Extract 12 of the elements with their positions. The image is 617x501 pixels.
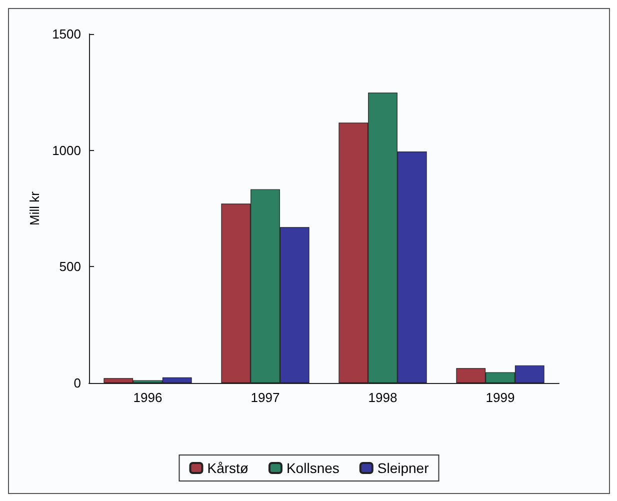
y-tick-label: 0 <box>74 376 81 390</box>
legend-label: Kollsnes <box>286 460 340 476</box>
y-tick-label: 1500 <box>52 26 81 42</box>
y-tick-label: 1000 <box>52 142 81 158</box>
x-tick-label: 1998 <box>368 390 398 405</box>
x-tick-label: 1996 <box>133 390 162 405</box>
legend-label: Kårstø <box>207 460 249 476</box>
x-tick-label: 1997 <box>250 390 280 405</box>
y-axis-title: Mill kr <box>27 190 42 226</box>
y-tick-label: 500 <box>59 259 81 274</box>
legend-label: Sleipner <box>377 460 430 476</box>
x-tick-label: 1999 <box>486 390 515 405</box>
